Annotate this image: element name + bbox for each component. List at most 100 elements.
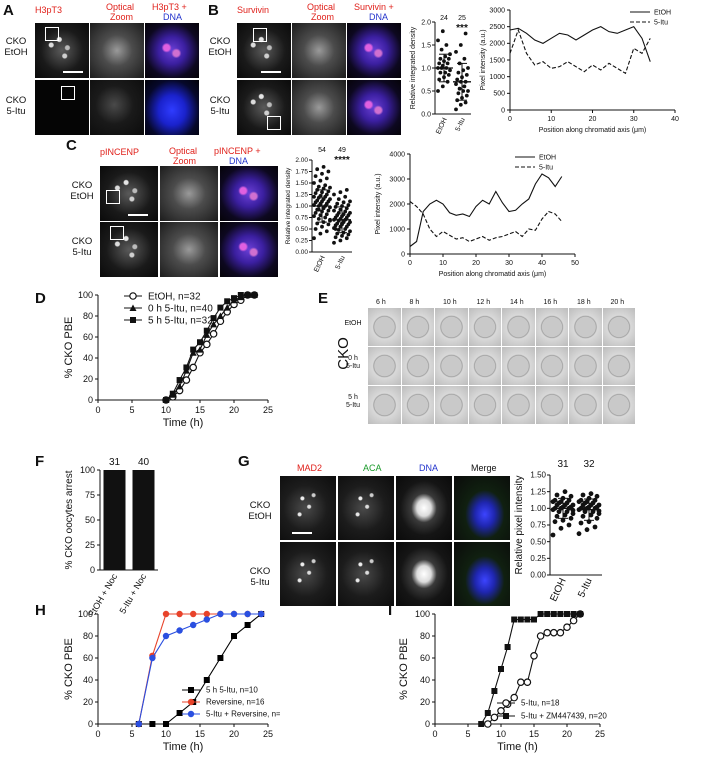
chart-c-profile: 0 1000 2000 3000 4000 0 10 20 30 40 50 Position alo… <box>375 151 579 278</box>
y-tick-label: 0 <box>501 107 505 114</box>
data-point <box>203 677 210 683</box>
a-header-3b: DNA <box>163 12 183 22</box>
y-tick-label: 40 <box>83 675 93 685</box>
y-tick-label: 1.50 <box>530 471 546 480</box>
b-micrograph-merge-etoh <box>347 23 401 78</box>
e-oocyte-image <box>535 347 568 385</box>
data-point <box>344 188 349 192</box>
data-point <box>577 611 584 617</box>
y-tick-label: 1.00 <box>530 504 546 513</box>
data-point <box>436 89 440 93</box>
x-tick-label: 5 <box>129 729 134 739</box>
data-point <box>320 171 324 176</box>
data-point <box>313 174 318 178</box>
e-time-label: 8 h <box>409 299 420 306</box>
data-point <box>258 610 265 618</box>
data-point <box>594 515 600 521</box>
legend-label: 5-Itu <box>539 164 553 171</box>
data-point <box>464 93 469 98</box>
data-point <box>332 208 336 213</box>
x-tick-label: 5 <box>465 729 470 739</box>
bar <box>103 470 126 570</box>
series-line <box>409 173 563 247</box>
chart-c-scatter: 0.00 0.25 0.50 0.75 1.00 1.25 1.50 1.75 2.00Rela… <box>285 147 352 273</box>
y-tick-label: 2000 <box>489 41 505 48</box>
g-micrograph-aca-5itu <box>338 542 394 606</box>
data-point <box>316 216 321 221</box>
data-point <box>162 632 170 640</box>
data-point <box>169 390 176 397</box>
c-micrograph-pincenp-5itu <box>100 222 158 277</box>
data-point <box>244 622 251 628</box>
e-time-label: 16 h <box>543 299 558 306</box>
data-point <box>187 698 195 706</box>
c-micrograph-merge-etoh <box>220 166 278 221</box>
y-tick-label: 500 <box>493 91 505 98</box>
y-tick-label: 0.0 <box>421 111 431 118</box>
x-axis-label: Position along chromatid axis (μm) <box>439 271 547 278</box>
e-oocyte-image <box>401 347 434 385</box>
e-row-label: 0 h 5-Itu <box>345 355 360 370</box>
y-tick-label: 0.5 <box>421 88 431 95</box>
legend-label: EtOH <box>654 9 671 16</box>
y-tick-label: 0.25 <box>530 554 546 563</box>
panel-label-b: B <box>208 2 219 19</box>
x-tick-label: 25 <box>263 729 273 739</box>
g-micrograph-mad2-etoh <box>280 476 336 540</box>
data-point <box>223 304 231 311</box>
data-point <box>335 201 340 206</box>
y-tick-label: 0.75 <box>295 215 308 222</box>
x-tick-label: 30 <box>630 116 638 123</box>
data-point <box>446 56 451 61</box>
data-point <box>176 610 183 618</box>
e-oocyte-image <box>435 308 468 346</box>
panel-label-h: H <box>35 602 46 619</box>
x-tick-label: 0 <box>508 116 512 123</box>
e-oocyte-image <box>468 386 501 424</box>
data-point <box>466 89 470 93</box>
data-point <box>556 628 565 637</box>
data-point <box>326 169 331 174</box>
data-point <box>183 364 190 371</box>
y-tick-label: 2.00 <box>295 157 308 164</box>
x-tick-label: 15 <box>529 729 539 739</box>
y-axis-label: % CKO PBE <box>398 638 410 700</box>
data-point <box>557 611 564 617</box>
data-point <box>315 167 320 172</box>
c-row-5itu: CKO 5-Itu <box>71 236 93 258</box>
e-time-label: 10 h <box>443 299 457 306</box>
y-tick-label: 60 <box>420 653 430 663</box>
e-oocyte-image <box>435 347 468 385</box>
y-axis-label: Relative integrated density <box>410 26 417 109</box>
data-point <box>503 713 509 719</box>
chart-g-scatter: 0.00 0.25 0.50 0.75 1.00 1.25 1.50 Relative pix… <box>514 459 602 603</box>
y-tick-label: 4000 <box>389 151 405 158</box>
y-tick-label: 1.00 <box>295 203 308 210</box>
x-tick-label: 10 <box>496 729 506 739</box>
g-header-mad2: MAD2 <box>297 463 323 473</box>
y-tick-label: 1000 <box>389 226 405 233</box>
panel-label-c: C <box>66 137 77 154</box>
data-point <box>566 522 572 528</box>
data-point <box>328 218 332 223</box>
legend-label: 0 h 5-Itu, n=40 <box>148 303 213 314</box>
g-header-aca: ACA <box>363 463 382 473</box>
data-point <box>564 611 570 617</box>
data-point <box>544 611 551 617</box>
data-point <box>440 29 445 34</box>
x-tick-label: 10 <box>161 729 171 739</box>
x-tick-label: 30 <box>505 260 513 267</box>
e-row-label: 5 h 5-Itu <box>345 394 360 409</box>
y-tick-label: 2.0 <box>421 19 431 26</box>
x-tick-label: 0 <box>95 405 100 415</box>
data-point <box>498 666 504 672</box>
data-point <box>438 56 443 61</box>
data-point <box>524 616 531 623</box>
e-oocyte-image <box>569 386 602 424</box>
y-tick-label: 60 <box>83 332 93 342</box>
e-oocyte-image <box>602 308 635 346</box>
data-point <box>149 654 156 662</box>
data-point <box>196 346 204 353</box>
x-axis-label: Time (h) <box>497 741 538 753</box>
x-axis-label: Position along chromatid axis (μm) <box>539 127 647 134</box>
